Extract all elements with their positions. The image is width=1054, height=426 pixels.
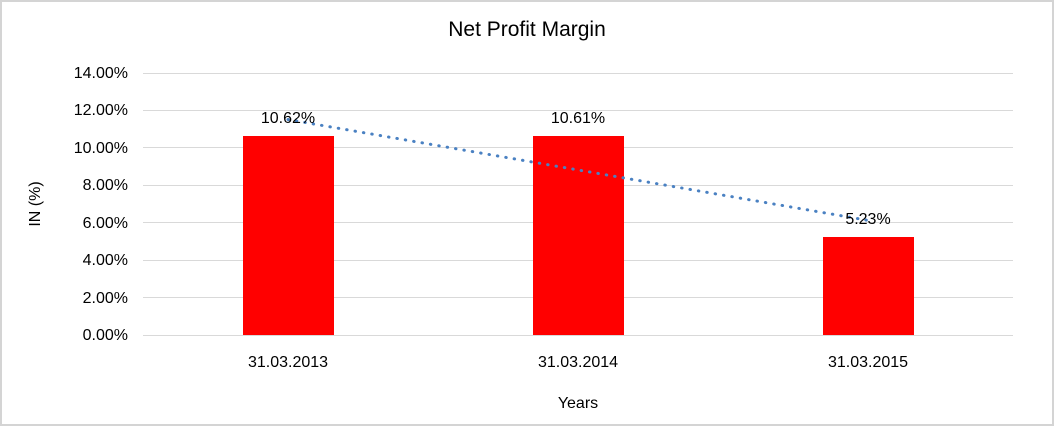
bar	[532, 136, 624, 335]
y-tick-label: 6.00%	[82, 214, 128, 232]
y-tick-label: 10.00%	[73, 139, 128, 157]
x-tick-label: 31.03.2014	[537, 354, 619, 371]
bar	[242, 136, 334, 335]
y-tick-label: 14.00%	[73, 65, 128, 82]
chart-title: Net Profit Margin	[448, 18, 606, 41]
data-label: 5.23%	[845, 211, 891, 229]
y-tick-label: 4.00%	[82, 252, 128, 270]
y-tick-label: 2.00%	[82, 289, 128, 307]
gridline	[143, 72, 1013, 74]
y-tick-label: 0.00%	[82, 327, 128, 344]
y-tick-label: 12.00%	[73, 102, 128, 120]
gridline	[143, 334, 1013, 336]
x-tick-label: 31.03.2015	[827, 354, 909, 371]
trendline-path	[286, 118, 870, 222]
x-tick-label: 31.03.2013	[247, 354, 329, 371]
y-tick-label: 8.00%	[82, 177, 128, 195]
data-label: 10.62%	[260, 110, 316, 128]
gridline	[143, 109, 1013, 111]
data-label: 10.61%	[550, 110, 606, 128]
x-axis-title: Years	[557, 395, 599, 412]
bar	[822, 237, 914, 335]
